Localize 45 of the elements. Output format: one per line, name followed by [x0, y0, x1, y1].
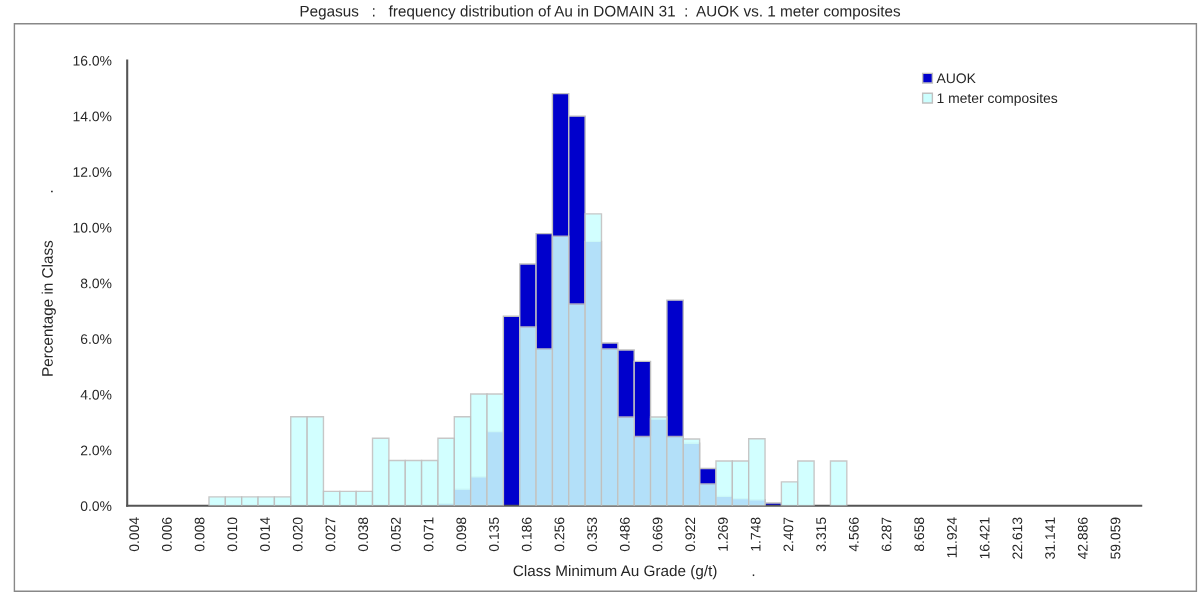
y-tick-label: 6.0% — [80, 334, 112, 344]
y-tick-label: 16.0% — [73, 55, 112, 66]
x-tick-label: 0.008 — [194, 517, 205, 552]
x-tick-label: 0.256 — [554, 517, 565, 552]
x-tick-label: 0.186 — [521, 517, 532, 552]
x-tick-label: 11.924 — [947, 517, 957, 558]
x-tick-label: 4.566 — [848, 517, 859, 552]
x-tick-label: 6.287 — [881, 517, 892, 551]
y-axis-title: Percentage in Class . — [41, 190, 56, 376]
x-tick-label: 0.004 — [129, 517, 140, 552]
x-tick-label: 0.027 — [325, 517, 336, 552]
x-tick-label: 0.014 — [260, 517, 270, 552]
x-tick-label: 0.486 — [619, 517, 630, 552]
x-tick-label: 1.269 — [718, 517, 728, 551]
x-tick-label: 22.613 — [1012, 517, 1023, 559]
x-tick-label: 2.407 — [783, 517, 794, 551]
x-tick-label: 0.052 — [390, 517, 401, 552]
x-tick-label: 42.886 — [1077, 517, 1088, 560]
x-tick-label: 1.748 — [750, 517, 761, 551]
x-tick-label: 0.010 — [227, 517, 238, 552]
x-tick-label: 0.020 — [292, 517, 303, 552]
y-tick-label: 10.0% — [73, 222, 112, 233]
x-tick-label: 0.135 — [489, 517, 499, 552]
x-tick-label: 59.059 — [1110, 517, 1121, 559]
y-tick-label: 2.0% — [80, 445, 112, 456]
x-tick-label: 0.038 — [358, 517, 369, 552]
y-tick-label: 4.0% — [80, 389, 112, 400]
x-tick-label: 0.669 — [652, 517, 663, 552]
legend-label: AUOK — [936, 73, 976, 84]
x-tick-label: 31.141 — [1045, 517, 1055, 559]
x-tick-label: 0.353 — [587, 517, 598, 552]
x-tick-label: 0.098 — [456, 517, 467, 552]
chart-title: Pegasus : frequency distribution of Au in DOMAIN 31 : AUOK vs. 1 meter composites — [300, 5, 901, 20]
x-tick-label: 3.315 — [816, 517, 827, 552]
y-tick-label: 8.0% — [80, 278, 112, 289]
x-tick-label: 0.006 — [161, 517, 172, 552]
legend-label: 1 meter composites — [937, 92, 1058, 106]
x-tick-label: 8.658 — [914, 517, 925, 552]
y-tick-label: 12.0% — [73, 167, 112, 177]
y-tick-label: 0.0% — [80, 501, 112, 511]
x-tick-label: 0.922 — [685, 517, 696, 552]
x-axis-title: Class Minimum Au Grade (g/t) . — [513, 564, 755, 580]
x-tick-label: 0.071 — [423, 517, 434, 552]
x-tick-label: 16.421 — [979, 517, 990, 559]
y-tick-label: 14.0% — [73, 111, 112, 122]
